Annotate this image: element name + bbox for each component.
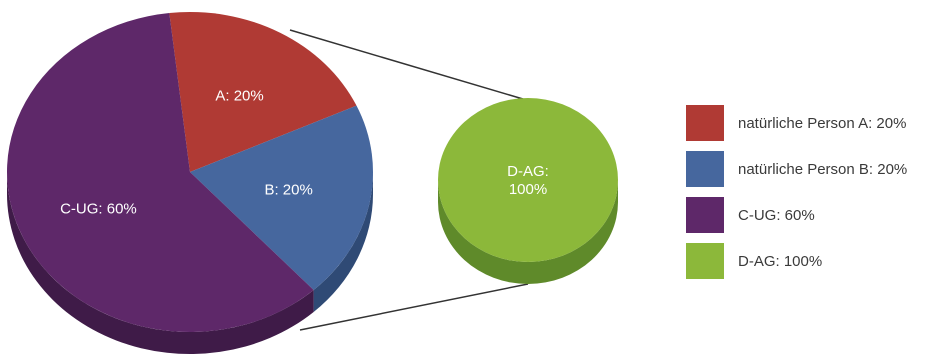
legend-swatch-d-ag-100 (686, 243, 724, 279)
main-side-b-20 (313, 172, 373, 312)
secondary-slice-d-ag-100 (438, 98, 618, 262)
legend-swatch-nat-rliche-person-b-20 (686, 151, 724, 187)
connector-line-top (289, 29, 524, 100)
main-slice-c-ug-60 (6, 13, 314, 333)
main-label-a-20: A: 20% (215, 87, 263, 104)
legend-label-nat-rliche-person-a-20: natürliche Person A: 20% (738, 115, 906, 132)
main-slice-a-20 (169, 12, 357, 172)
connector-line-bottom (299, 283, 529, 331)
secondary-pie: D-AG: 100% (438, 98, 618, 284)
legend-label-nat-rliche-person-b-20: natürliche Person B: 20% (738, 161, 907, 178)
main-label-c-ug-60: C-UG: 60% (60, 200, 137, 217)
secondary-label-d-ag-100: D-AG: 100% (507, 163, 549, 198)
legend-label-d-ag-100: D-AG: 100% (738, 253, 822, 270)
legend-label-c-ug-60: C-UG: 60% (738, 207, 815, 224)
main-pie: A: 20% B: 20% C-UG: 60% (6, 12, 373, 354)
main-label-b-20: B: 20% (264, 182, 312, 199)
legend: natürliche Person A: 20% natürliche Perso… (686, 105, 907, 279)
main-side-c-ug-60 (7, 172, 314, 354)
main-slice-b-20 (190, 105, 373, 290)
legend-swatch-c-ug-60 (686, 197, 724, 233)
secondary-side-d-ag-100 (438, 180, 618, 284)
legend-swatch-nat-rliche-person-a-20 (686, 105, 724, 141)
